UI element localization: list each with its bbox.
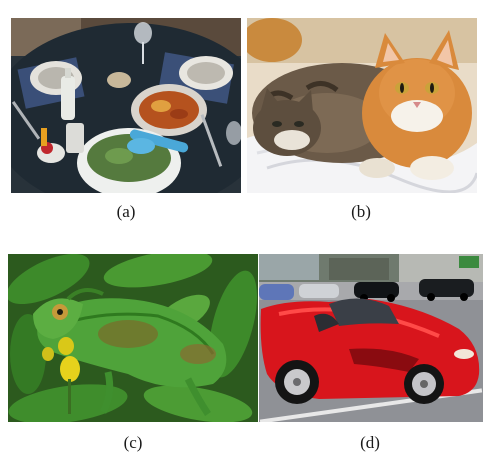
panel-d-caption: (d)	[360, 433, 380, 452]
panel-d-image	[259, 254, 483, 422]
panel-c-image	[8, 254, 258, 422]
panel-c-caption: (c)	[123, 433, 143, 452]
panel-a-caption: (a)	[116, 202, 136, 221]
panel-b-caption: (b)	[351, 202, 371, 221]
panel-a-image	[11, 18, 241, 193]
panel-b-image	[247, 18, 477, 193]
